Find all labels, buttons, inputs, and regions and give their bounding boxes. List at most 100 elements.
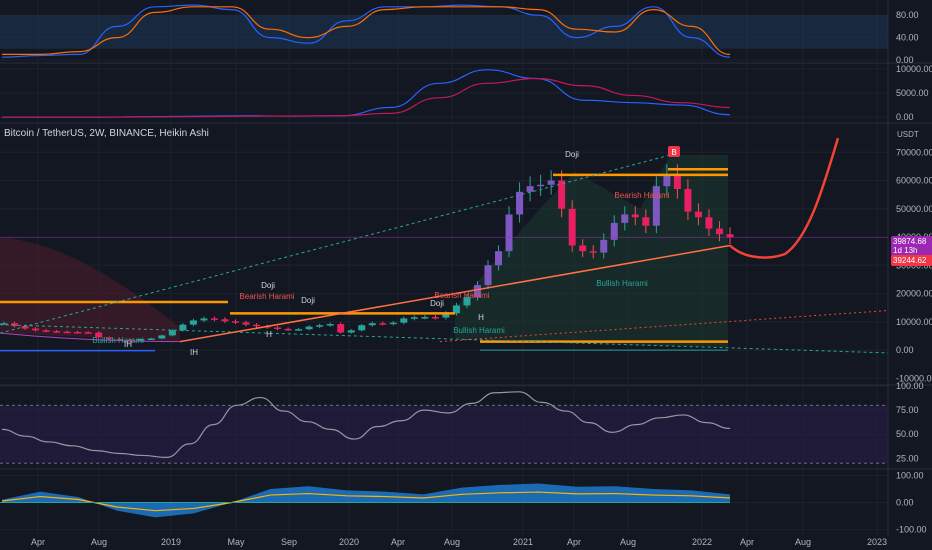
candle-body	[463, 297, 471, 306]
x-tick-label: Apr	[567, 537, 581, 547]
candle-body	[568, 208, 576, 246]
y-tick-label: 50.00	[896, 429, 919, 439]
candle-body	[242, 322, 250, 325]
x-tick-label: 2019	[161, 537, 181, 547]
countdown-value: 1d 13h	[893, 246, 918, 255]
candle-body	[705, 217, 713, 229]
candle-body	[600, 239, 608, 253]
candle-body	[126, 339, 134, 342]
candle-body	[53, 331, 61, 333]
rsi-panel[interactable]	[0, 391, 888, 464]
candle-body	[715, 228, 723, 235]
projection-curve	[729, 137, 840, 259]
rsi-band	[0, 405, 888, 464]
x-tick-label: Aug	[444, 537, 460, 547]
candle-body	[326, 324, 334, 326]
candle-body	[694, 211, 702, 218]
trendline-dashed-down	[0, 324, 889, 354]
candle-body	[631, 214, 639, 218]
y-tick-label: 25.00	[896, 453, 919, 463]
cloud-edge	[0, 332, 181, 343]
rsi-line	[1, 391, 731, 458]
y-tick-label: -100.00	[896, 525, 927, 535]
y-tick-label: 10000.00	[896, 317, 932, 327]
candle-body	[116, 339, 124, 341]
x-tick-label: 2023	[867, 537, 887, 547]
y-tick-label: 0.00	[896, 498, 914, 508]
candle-body	[389, 322, 397, 325]
x-tick-label: Sep	[281, 537, 297, 547]
candle-body	[347, 330, 355, 333]
pattern-label: Bearish Harami	[239, 292, 294, 301]
candle-body	[484, 265, 492, 286]
candle-body	[105, 337, 113, 340]
candle-body	[589, 251, 597, 253]
signal-badge-text: B	[671, 148, 676, 157]
osc-line-2	[2, 77, 731, 118]
x-tick-label: 2021	[513, 537, 533, 547]
candle-body	[610, 222, 618, 240]
oscillator-panel[interactable]	[2, 69, 731, 118]
stoch-k-line	[1, 4, 731, 58]
candle-body	[74, 332, 82, 334]
candle-body	[621, 214, 629, 223]
y-tick-label: 70000.00	[896, 147, 932, 157]
momentum-panel[interactable]	[0, 483, 731, 518]
candle-body	[410, 317, 418, 319]
pattern-label: Bullish Harami	[453, 326, 505, 335]
candle-body	[547, 180, 555, 185]
candle-body	[726, 234, 734, 238]
candle-body	[295, 329, 303, 331]
candle-body	[495, 251, 503, 266]
candle-body	[368, 323, 376, 326]
candle-body	[200, 318, 208, 321]
candle-body	[168, 330, 176, 336]
candle-body	[158, 335, 166, 339]
candle-body	[63, 331, 71, 334]
candle-body	[32, 328, 40, 331]
candle-body	[210, 318, 218, 320]
pattern-label: Bearish Harami	[434, 291, 489, 300]
candle-body	[431, 317, 439, 319]
pattern-label: IH	[124, 340, 132, 349]
candle-body	[274, 327, 282, 329]
pattern-label: H	[478, 313, 484, 322]
candle-body	[231, 321, 239, 323]
chart-title: Bitcoin / TetherUS, 2W, BINANCE, Heikin …	[4, 128, 209, 139]
candle-body	[337, 324, 345, 333]
candle-body	[221, 319, 229, 322]
candle-body	[358, 325, 366, 331]
x-tick-label: Aug	[91, 537, 107, 547]
y-tick-label: 100.00	[896, 381, 924, 391]
pattern-label: Bearish Harami	[614, 191, 669, 200]
pattern-label: Doji	[430, 299, 444, 308]
currency-label: USDT	[897, 130, 919, 139]
time-axis[interactable]: Apr Aug 2019 May Sep 2020 Apr Aug 2021 Apr Aug 2022…	[31, 537, 887, 547]
y-tick-label: 40.00	[896, 33, 919, 43]
price-panel[interactable]	[0, 137, 889, 354]
stochastic-panel[interactable]	[0, 4, 888, 58]
current-price-value: 39874.68	[893, 237, 927, 246]
pattern-label: Bullish Harami	[596, 279, 648, 288]
y-tick-label: 0.00	[896, 112, 914, 122]
candle-body	[579, 245, 587, 252]
y-tick-label: 5000.00	[896, 88, 929, 98]
x-tick-label: Apr	[31, 537, 45, 547]
pattern-label: IH	[190, 348, 198, 357]
candle-body	[652, 186, 660, 226]
candle-body	[316, 325, 324, 327]
trendline-support	[179, 244, 731, 343]
candle-body	[284, 328, 292, 331]
candle-body	[537, 184, 545, 187]
y-tick-label: 75.00	[896, 405, 919, 415]
candle-body	[137, 339, 145, 341]
candle-body	[473, 285, 481, 298]
candle-body	[684, 189, 692, 212]
stoch-d-line	[1, 6, 731, 56]
candle-body	[558, 180, 566, 209]
candle-body	[84, 332, 92, 334]
candle-body	[516, 191, 524, 215]
candle-body	[400, 318, 408, 323]
